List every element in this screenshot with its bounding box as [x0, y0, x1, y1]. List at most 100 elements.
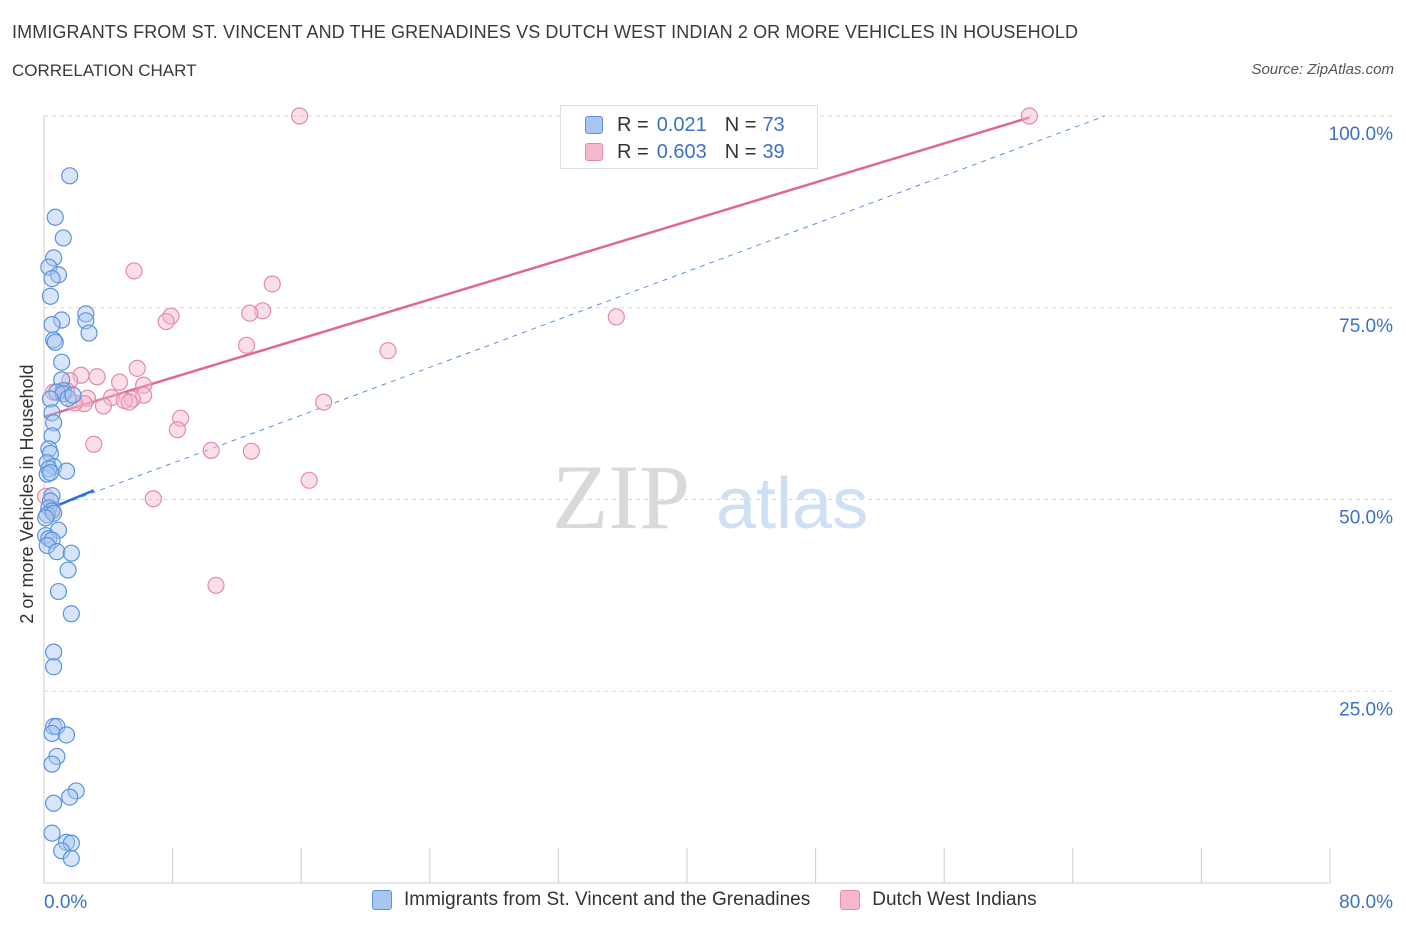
watermark: ZIP atlas: [552, 446, 868, 548]
data-point-immigrants: [77, 305, 95, 323]
data-point-immigrants: [53, 311, 71, 329]
data-point-immigrants: [45, 414, 63, 432]
tick-labels: 25.0% 50.0% 75.0% 100.0% 0.0% 80.0%: [44, 124, 1393, 913]
data-point-dutch-west-indians: [263, 275, 281, 293]
watermark-atlas: atlas: [716, 464, 868, 544]
data-point-immigrants: [54, 229, 72, 247]
r-value: 0.021: [656, 113, 707, 136]
data-point-dutch-west-indians: [315, 393, 333, 411]
data-point-immigrants: [61, 788, 79, 806]
data-point-immigrants: [41, 464, 60, 482]
data-point-dutch-west-indians: [168, 421, 187, 439]
data-point-immigrants: [62, 849, 80, 868]
data-point-immigrants: [62, 544, 80, 562]
y-tick-label: 75.0%: [1339, 316, 1393, 337]
data-point-immigrants: [45, 504, 63, 522]
data-point-immigrants: [43, 427, 61, 445]
y-tick-label: 100.0%: [1329, 124, 1394, 145]
data-point-immigrants: [80, 324, 98, 342]
data-point-dutch-west-indians: [300, 471, 318, 489]
data-point-dutch-west-indians: [1020, 107, 1038, 125]
data-point-dutch-west-indians: [202, 441, 220, 460]
data-point-dutch-west-indians: [607, 308, 625, 326]
n-value: 39: [762, 140, 785, 163]
trend-line-blue: [43, 489, 95, 513]
data-point-immigrants: [41, 287, 60, 305]
legend-item-immigrants: Immigrants from St. Vincent and the Gren…: [372, 889, 810, 911]
r-label: R =: [617, 113, 649, 136]
pink-swatch: [585, 143, 603, 161]
x-tick-label: 0.0%: [44, 892, 87, 913]
data-point-immigrants: [62, 605, 80, 623]
r-label: R =: [617, 140, 649, 163]
data-point-dutch-west-indians: [88, 368, 106, 386]
data-point-immigrants: [45, 249, 63, 267]
data-point-immigrants: [40, 499, 58, 517]
series-legend: Immigrants from St. Vincent and the Gren…: [372, 889, 1037, 911]
x-tick-label: 80.0%: [1339, 892, 1393, 913]
data-point-dutch-west-indians: [135, 386, 153, 404]
data-point-immigrants: [45, 794, 63, 812]
data-point-immigrants: [43, 724, 61, 743]
watermark-zip: ZIP: [552, 446, 690, 548]
data-point-dutch-west-indians: [78, 389, 97, 407]
data-point-immigrants: [46, 333, 64, 351]
chart-title: IMMIGRANTS FROM ST. VINCENT AND THE GREN…: [12, 22, 1079, 42]
data-point-dutch-west-indians: [120, 393, 138, 411]
data-point-immigrants: [45, 643, 63, 661]
legend-label: Immigrants from St. Vincent and the Gren…: [404, 889, 811, 910]
n-value: 73: [762, 113, 785, 136]
data-point-immigrants: [38, 536, 56, 555]
data-point-immigrants: [57, 462, 76, 480]
data-point-immigrants: [43, 824, 61, 842]
data-point-dutch-west-indians: [162, 307, 180, 325]
data-point-dutch-west-indians: [125, 262, 143, 280]
trend-line-pink: [43, 116, 1030, 418]
data-point-dutch-west-indians: [290, 107, 309, 125]
data-point-immigrants: [61, 167, 79, 185]
data-point-dutch-west-indians: [85, 435, 103, 453]
data-point-immigrants: [37, 509, 55, 527]
data-point-dutch-west-indians: [237, 336, 256, 354]
data-point-immigrants: [43, 316, 61, 334]
chart-subtitle: CORRELATION CHART: [12, 61, 197, 80]
r-value: 0.603: [656, 140, 707, 163]
n-label: N =: [724, 140, 757, 163]
legend-item-dutch-west-indians: Dutch West Indians: [840, 889, 1037, 911]
data-point-immigrants: [67, 782, 85, 800]
data-point-dutch-west-indians: [254, 302, 272, 320]
data-point-dutch-west-indians: [157, 312, 175, 331]
n-label: N =: [724, 113, 757, 136]
data-point-immigrants: [59, 561, 77, 579]
legend-row-pink: R = 0.603 N = 39: [585, 140, 785, 164]
grid-lines: [44, 115, 1394, 692]
data-point-immigrants: [57, 833, 76, 851]
y-tick-label: 25.0%: [1339, 699, 1393, 720]
source-label: Source: ZipAtlas.com: [1251, 61, 1394, 78]
legend-label: Dutch West Indians: [872, 889, 1037, 910]
data-point-immigrants: [41, 390, 60, 408]
data-point-immigrants: [64, 386, 82, 404]
data-point-dutch-west-indians: [144, 490, 162, 508]
data-point-dutch-west-indians: [242, 442, 260, 460]
correlation-legend: R = 0.021 N = 73 R = 0.603 N = 39: [560, 105, 818, 169]
trend-line-extended-blue: [43, 115, 1106, 512]
trend-lines: [43, 115, 1106, 513]
data-point-immigrants: [43, 755, 61, 773]
data-points: [37, 107, 1038, 868]
y-axis-label: 2 or more Vehicles in Household: [17, 364, 37, 623]
data-point-dutch-west-indians: [135, 376, 153, 394]
data-point-dutch-west-indians: [207, 576, 225, 595]
data-point-dutch-west-indians: [94, 397, 113, 415]
data-point-dutch-west-indians: [241, 304, 259, 322]
data-point-immigrants: [45, 658, 63, 676]
data-point-dutch-west-indians: [379, 342, 397, 360]
legend-row-blue: R = 0.021 N = 73: [585, 113, 785, 137]
blue-swatch: [585, 116, 603, 134]
pink-swatch: [840, 890, 861, 910]
y-tick-label: 50.0%: [1339, 508, 1393, 529]
blue-swatch: [372, 890, 392, 910]
data-point-dutch-west-indians: [110, 373, 129, 391]
axes: [43, 116, 1331, 884]
